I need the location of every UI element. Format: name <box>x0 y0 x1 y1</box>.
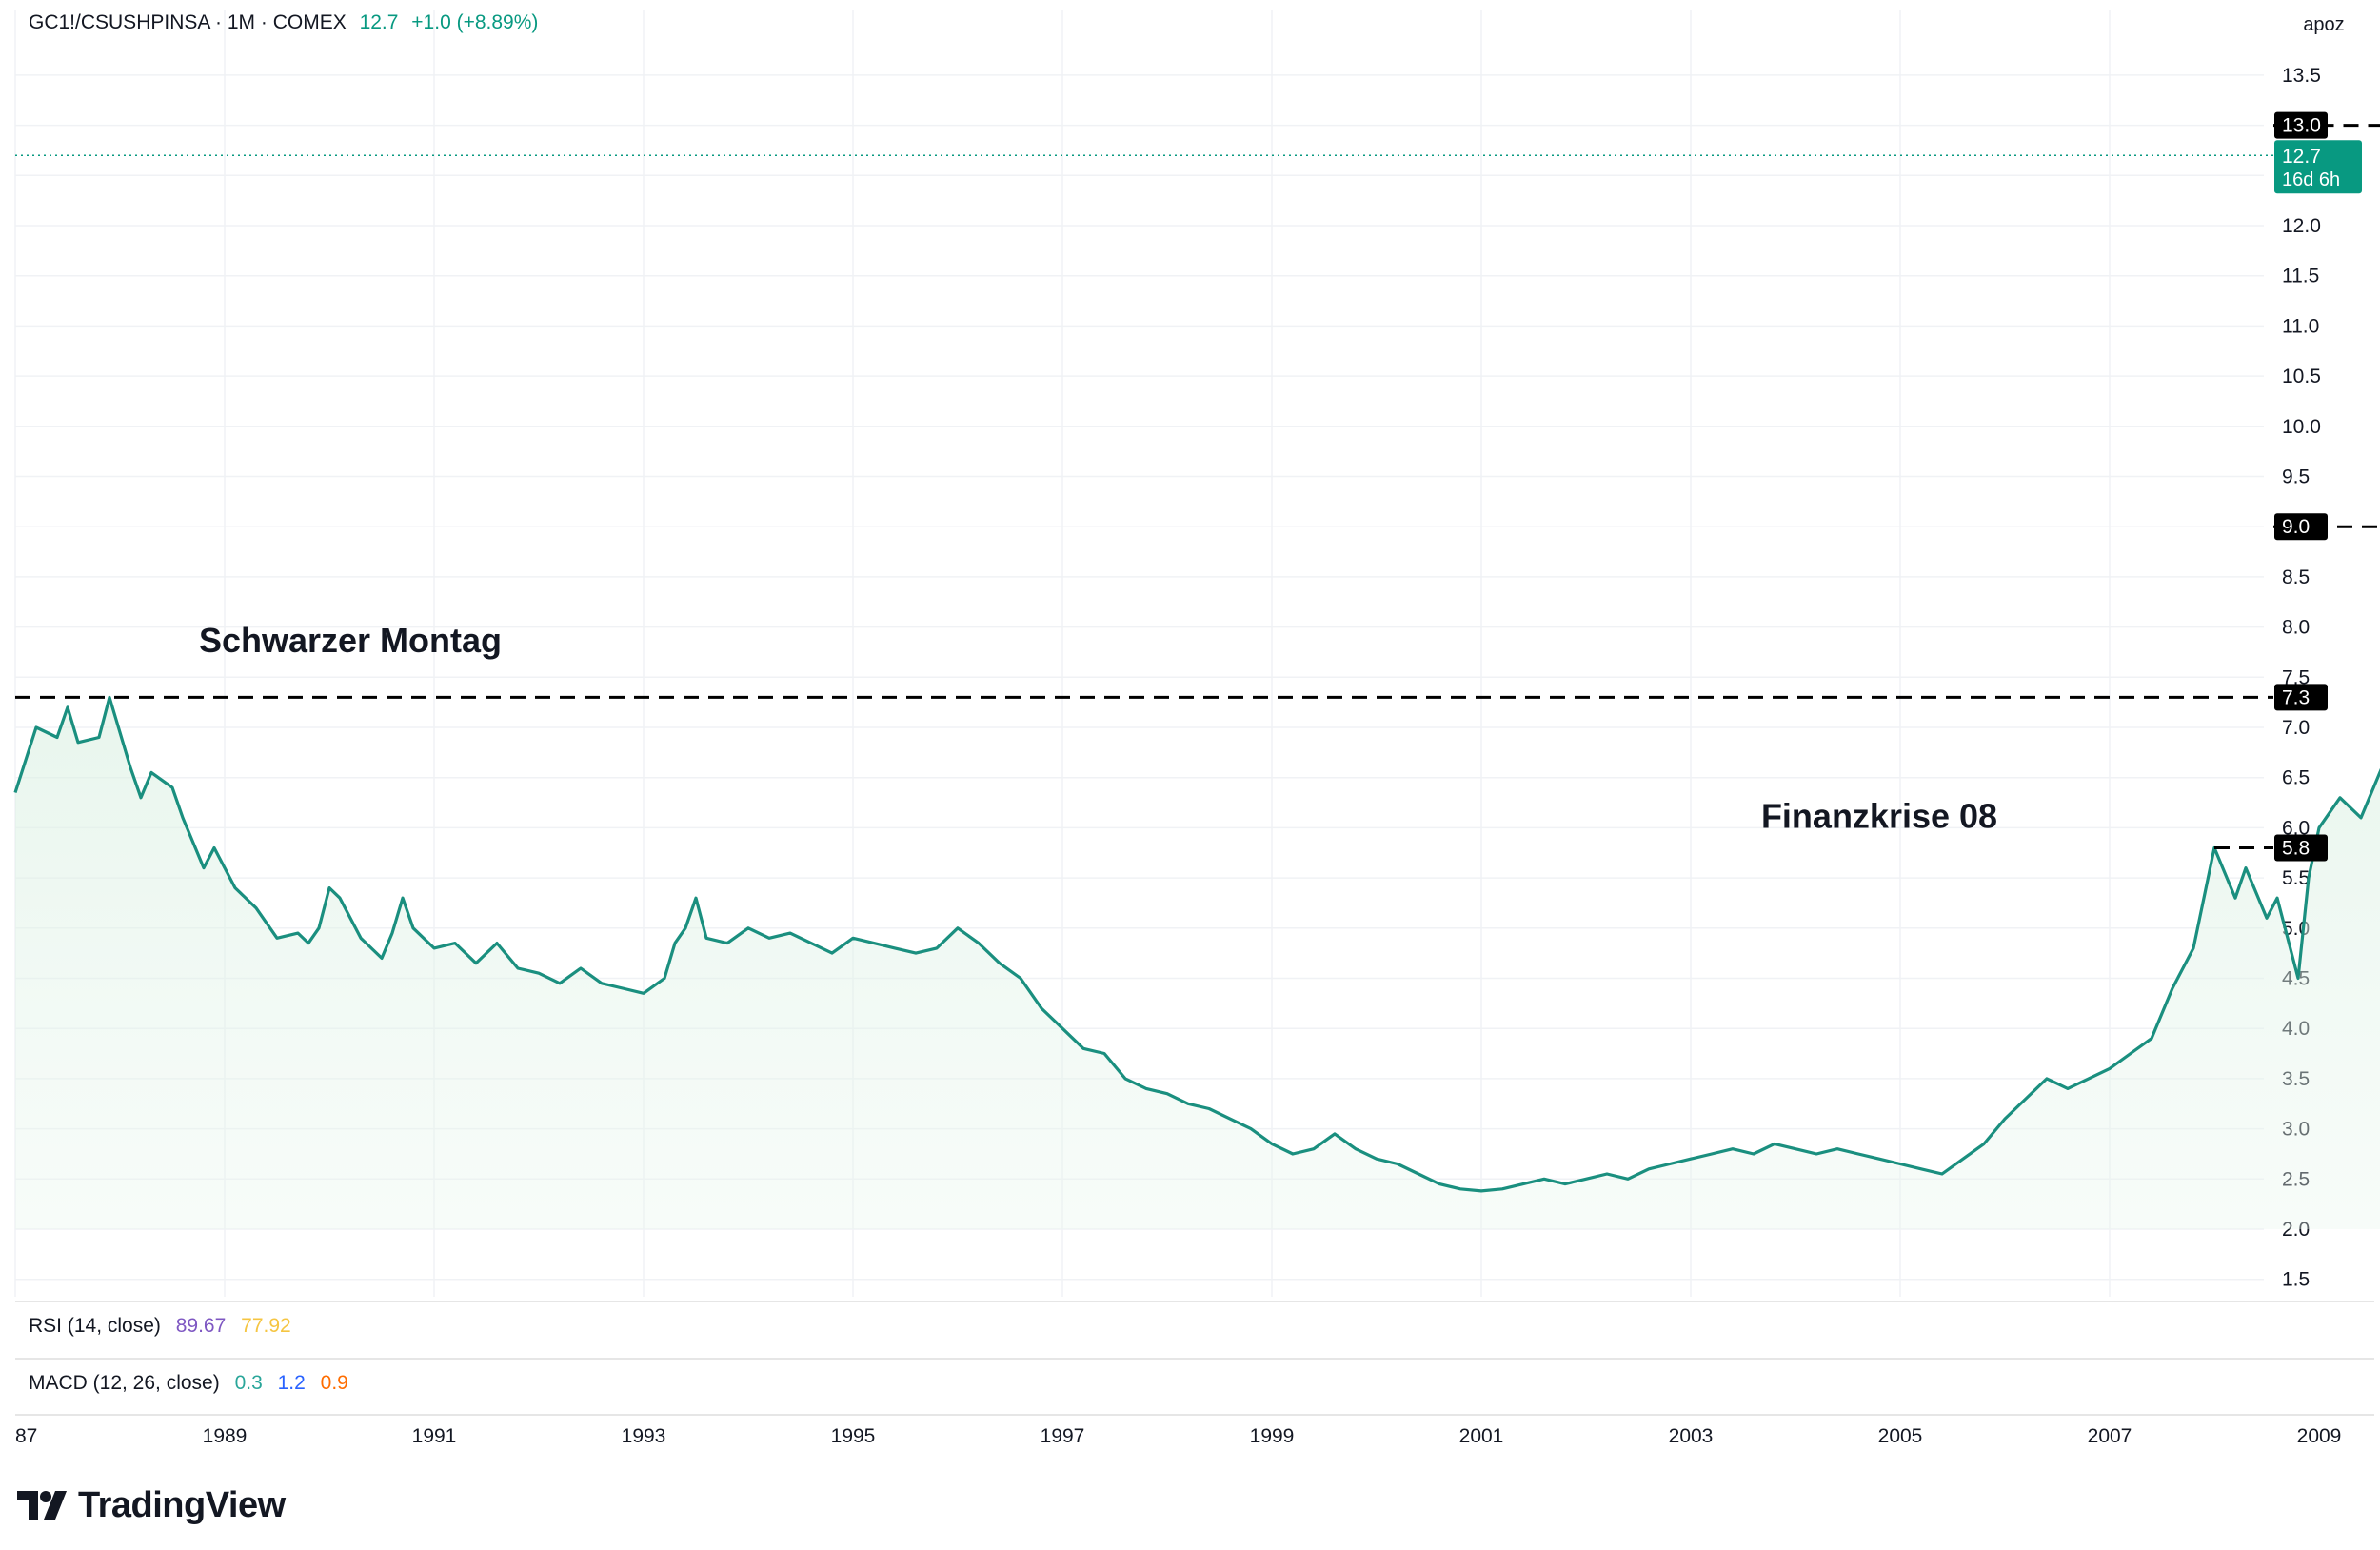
y-tick-label: 10.0 <box>2282 416 2321 438</box>
x-tick-label: 1999 <box>1250 1425 1295 1447</box>
y-tick-label: 6.5 <box>2282 767 2310 789</box>
y-tick-label: 11.0 <box>2282 315 2319 337</box>
level-label: 9.0 <box>2282 516 2310 538</box>
level-label-box <box>2274 513 2328 541</box>
tradingview-logo[interactable]: TradingView <box>17 1485 286 1526</box>
macd-legend[interactable]: MACD (12, 26, close) 0.3 1.2 0.9 <box>29 1372 358 1395</box>
x-tick-label: 2003 <box>1669 1425 1714 1447</box>
annotation-label: Finanzkrise 08 <box>1761 796 1997 835</box>
rsi-label: RSI (14, close) <box>29 1315 161 1337</box>
x-tick-label: 1991 <box>412 1425 457 1447</box>
y-tick-label: 12.0 <box>2282 215 2321 237</box>
y-tick-label: 7.5 <box>2282 666 2310 688</box>
x-tick-label: 87 <box>15 1425 37 1447</box>
y-tick-label: 9.5 <box>2282 467 2310 488</box>
x-tick-label: 2007 <box>2088 1425 2132 1447</box>
tradingview-wordmark: TradingView <box>78 1485 286 1525</box>
x-tick-label: 2001 <box>1459 1425 1504 1447</box>
symbol-header: GC1!/CSUSHPINSA · 1M · COMEX 12.7 +1.0 (… <box>29 11 538 34</box>
rsi-value-2: 77.92 <box>241 1315 291 1337</box>
symbol-title[interactable]: GC1!/CSUSHPINSA · 1M · COMEX <box>29 11 347 33</box>
y-tick-label: 13.5 <box>2282 65 2321 87</box>
current-price-box <box>2274 140 2362 194</box>
x-tick-label: 2009 <box>2297 1425 2342 1447</box>
y-tick-label: 8.0 <box>2282 617 2310 639</box>
level-label: 13.0 <box>2282 115 2321 137</box>
current-price-label: 12.7 <box>2282 146 2321 168</box>
series-line[interactable] <box>13 126 2380 1193</box>
y-tick-label: 6.0 <box>2282 817 2310 839</box>
tradingview-icon <box>17 1490 67 1520</box>
x-tick-label: 1997 <box>1041 1425 1085 1447</box>
macd-label: MACD (12, 26, close) <box>29 1372 220 1394</box>
level-label-box <box>2274 684 2328 711</box>
price-scale-settings-button[interactable]: apoz <box>2303 14 2345 35</box>
last-price: 12.7 <box>359 11 399 33</box>
pane-divider-axis <box>15 1414 2374 1416</box>
countdown-label: 16d 6h <box>2282 169 2340 190</box>
pane-divider-rsi[interactable] <box>15 1301 2374 1302</box>
macd-value-3: 0.9 <box>320 1372 348 1394</box>
rsi-value-1: 89.67 <box>175 1315 227 1337</box>
level-label: 7.3 <box>2282 686 2310 708</box>
level-label-box <box>2274 834 2328 862</box>
x-tick-label: 1995 <box>831 1425 876 1447</box>
y-tick-label: 10.5 <box>2282 366 2321 388</box>
series-area <box>15 697 2380 1229</box>
macd-value-1: 0.3 <box>234 1372 263 1394</box>
price-change: +1.0 (+8.89%) <box>411 11 539 33</box>
pane-divider-macd[interactable] <box>15 1358 2374 1360</box>
rsi-legend[interactable]: RSI (14, close) 89.67 77.92 <box>29 1315 301 1338</box>
x-tick-label: 2005 <box>1878 1425 1923 1447</box>
y-tick-label: 8.5 <box>2282 566 2310 588</box>
x-tick-label: 1993 <box>622 1425 666 1447</box>
macd-value-2: 1.2 <box>277 1372 306 1394</box>
x-tick-label: 1989 <box>203 1425 248 1447</box>
y-tick-label: 1.5 <box>2282 1269 2310 1291</box>
y-tick-label: 5.5 <box>2282 867 2310 889</box>
y-tick-label: 7.0 <box>2282 717 2310 739</box>
level-label-box <box>2274 111 2328 139</box>
annotation-label: Schwarzer Montag <box>199 621 502 660</box>
level-label: 5.8 <box>2282 837 2310 859</box>
y-tick-label: 11.5 <box>2282 266 2319 288</box>
